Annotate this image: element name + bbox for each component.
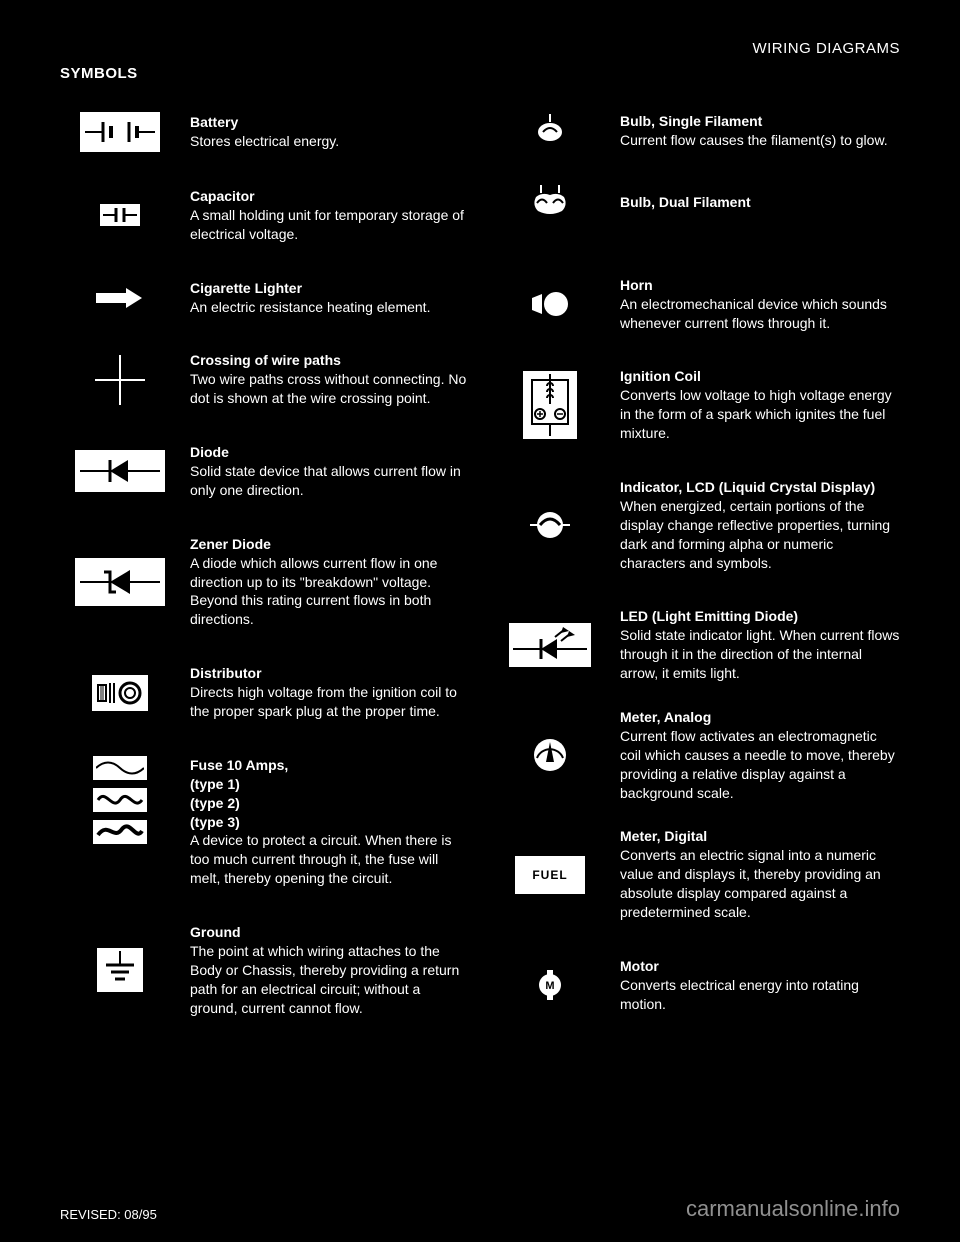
- symbol-text: HornAn electromechanical device which so…: [610, 276, 900, 333]
- bulb-single-icon: [490, 114, 610, 148]
- watermark: carmanualsonline.info: [686, 1196, 900, 1222]
- symbol-row: FUEL Meter, DigitalConverts an electric …: [490, 827, 900, 921]
- meter-analog-icon: [490, 736, 610, 774]
- symbol-row: Cigarette LighterAn electric resistance …: [60, 279, 470, 317]
- symbol-row: Fuse 10 Amps, (type 1) (type 2) (type 3)…: [60, 756, 470, 888]
- header-line: WIRING DIAGRAMS: [60, 40, 900, 57]
- symbol-row: GroundThe point at which wiring attaches…: [60, 923, 470, 1017]
- section-title: SYMBOLS: [60, 65, 900, 82]
- symbol-row: BatteryStores electrical energy.: [60, 112, 470, 152]
- symbol-row: Bulb, Single FilamentCurrent flow causes…: [490, 112, 900, 150]
- fuse-icon: [60, 756, 180, 844]
- revised-text: REVISED: 08/95: [60, 1207, 157, 1222]
- symbol-row: HornAn electromechanical device which so…: [490, 276, 900, 333]
- symbol-text: BatteryStores electrical energy.: [180, 113, 339, 151]
- symbol-row: M MotorConverts electrical energy into r…: [490, 957, 900, 1014]
- symbol-columns: BatteryStores electrical energy. Capacit…: [60, 112, 900, 1028]
- symbol-text: DiodeSolid state device that allows curr…: [180, 443, 470, 500]
- symbol-text: Bulb, Dual Filament: [610, 193, 751, 212]
- lcd-indicator-icon: [490, 508, 610, 542]
- horn-icon: [490, 286, 610, 322]
- led-icon: [490, 623, 610, 667]
- symbol-text: Meter, AnalogCurrent flow activates an e…: [610, 708, 900, 802]
- diode-icon: [60, 450, 180, 492]
- left-column: BatteryStores electrical energy. Capacit…: [60, 112, 470, 1028]
- symbol-row: DiodeSolid state device that allows curr…: [60, 443, 470, 500]
- wire-crossing-icon: [60, 355, 180, 405]
- right-column: Bulb, Single FilamentCurrent flow causes…: [490, 112, 900, 1028]
- zener-diode-icon: [60, 558, 180, 606]
- symbol-text: Indicator, LCD (Liquid Crystal Display)W…: [610, 478, 900, 572]
- symbol-row: Crossing of wire pathsTwo wire paths cro…: [60, 351, 470, 408]
- symbol-row: Zener DiodeA diode which allows current …: [60, 535, 470, 629]
- symbol-text: Bulb, Single FilamentCurrent flow causes…: [610, 112, 888, 150]
- symbol-row: LED (Light Emitting Diode)Solid state in…: [490, 607, 900, 683]
- symbol-text: LED (Light Emitting Diode)Solid state in…: [610, 607, 900, 683]
- symbol-row: CapacitorA small holding unit for tempor…: [60, 187, 470, 244]
- symbol-row: Bulb, Dual Filament: [490, 185, 900, 221]
- symbol-text: Meter, DigitalConverts an electric signa…: [610, 827, 900, 921]
- symbol-text: Cigarette LighterAn electric resistance …: [180, 279, 430, 317]
- cigarette-lighter-icon: [60, 285, 180, 311]
- symbol-row: Meter, AnalogCurrent flow activates an e…: [490, 708, 900, 802]
- symbol-text: Zener DiodeA diode which allows current …: [180, 535, 470, 629]
- meter-digital-icon: FUEL: [490, 856, 610, 894]
- symbol-row: Indicator, LCD (Liquid Crystal Display)W…: [490, 478, 900, 572]
- ground-icon: [60, 948, 180, 992]
- capacitor-icon: [60, 204, 180, 226]
- ignition-coil-icon: [490, 371, 610, 439]
- battery-icon: [60, 112, 180, 152]
- svg-text:M: M: [545, 980, 554, 992]
- bulb-dual-icon: [490, 185, 610, 221]
- symbol-text: MotorConverts electrical energy into rot…: [610, 957, 900, 1014]
- motor-icon: M: [490, 970, 610, 1000]
- footer: REVISED: 08/95 carmanualsonline.info: [60, 1196, 900, 1222]
- symbol-text: Ignition CoilConverts low voltage to hig…: [610, 367, 900, 443]
- distributor-icon: [60, 675, 180, 711]
- symbol-row: DistributorDirects high voltage from the…: [60, 664, 470, 721]
- symbol-text: DistributorDirects high voltage from the…: [180, 664, 470, 721]
- symbol-text: Fuse 10 Amps, (type 1) (type 2) (type 3)…: [180, 756, 470, 888]
- symbol-row: Ignition CoilConverts low voltage to hig…: [490, 367, 900, 443]
- symbol-text: GroundThe point at which wiring attaches…: [180, 923, 470, 1017]
- symbol-text: CapacitorA small holding unit for tempor…: [180, 187, 470, 244]
- symbol-text: Crossing of wire pathsTwo wire paths cro…: [180, 351, 470, 408]
